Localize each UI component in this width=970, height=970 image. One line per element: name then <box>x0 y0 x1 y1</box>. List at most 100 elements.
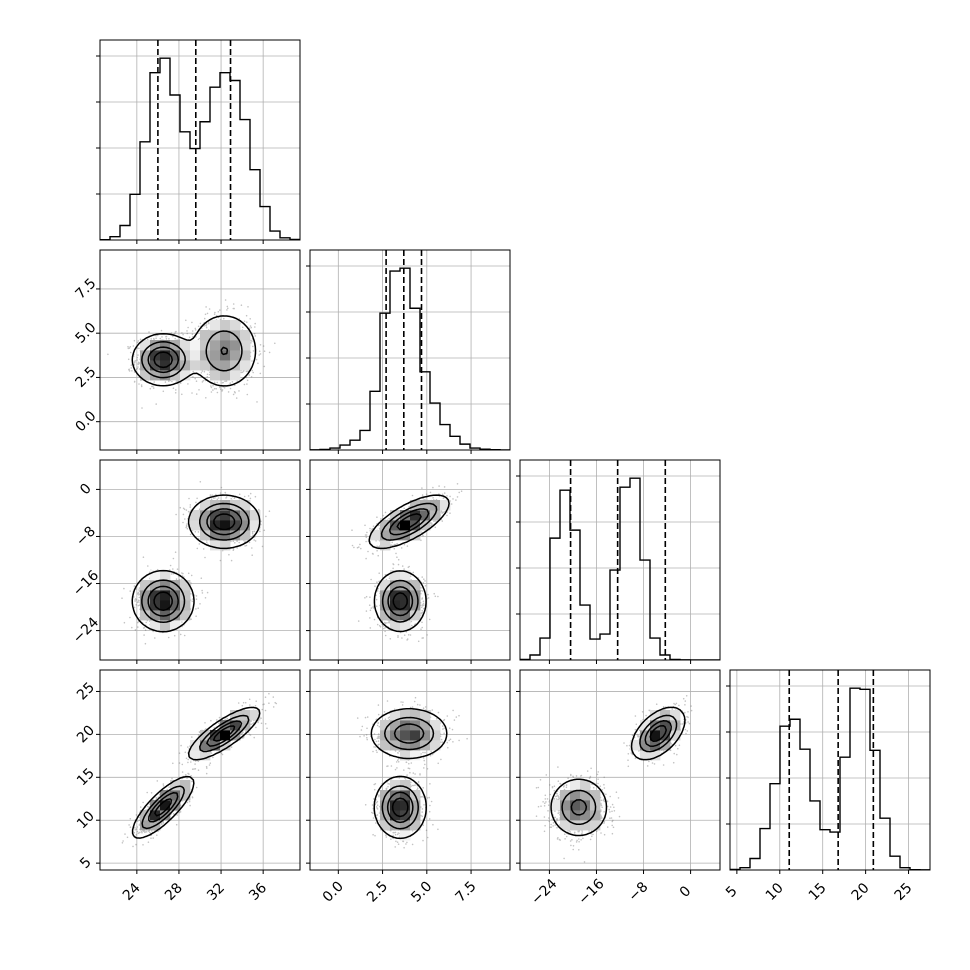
histogram-step <box>310 267 510 450</box>
contour-line <box>561 714 678 826</box>
density-bin <box>210 540 221 551</box>
density-bin <box>400 600 411 611</box>
density-bin <box>400 780 411 791</box>
x-tick-label: 10 <box>763 880 787 904</box>
density-bin <box>150 360 161 371</box>
density-bin <box>640 750 651 761</box>
density-bin <box>190 750 201 761</box>
plot-area <box>520 460 720 660</box>
density-bin <box>190 360 201 371</box>
density-bin <box>190 510 201 521</box>
density-bin <box>150 570 161 581</box>
histogram-step <box>100 57 300 240</box>
y-tick-label: −24 <box>70 614 102 646</box>
contour-line <box>550 706 686 837</box>
contour-line <box>570 720 672 816</box>
density-bin <box>230 370 241 381</box>
density-bin <box>170 350 181 361</box>
density-bin <box>160 790 171 801</box>
density-bin <box>210 340 221 351</box>
density-bin <box>220 330 231 341</box>
density-bin <box>390 800 401 811</box>
density-bin <box>670 730 681 741</box>
plot-area <box>100 250 300 450</box>
density-bin <box>590 820 601 831</box>
contour-line <box>649 725 667 743</box>
density-bin <box>390 510 401 521</box>
density-bin <box>390 710 401 721</box>
density-bin <box>570 800 581 811</box>
density-bin <box>140 360 151 371</box>
density-bin <box>590 790 601 801</box>
density-bin <box>380 530 391 541</box>
contour-line <box>370 707 448 840</box>
histogram-panel <box>96 39 301 244</box>
density-bin <box>400 810 411 821</box>
density-bin <box>200 530 211 541</box>
density-bin <box>240 530 251 541</box>
density-bin <box>400 580 411 591</box>
contour-line <box>368 494 450 633</box>
x-tick-label: 0.0 <box>320 878 347 905</box>
panel-frame <box>309 669 511 871</box>
density-bin <box>430 740 441 751</box>
density-bin <box>200 750 211 761</box>
density-bin <box>220 360 231 371</box>
density-bin <box>180 580 191 591</box>
density-bin <box>150 340 161 351</box>
density-bin <box>160 620 171 631</box>
density-bin <box>140 590 151 601</box>
density-bin <box>170 580 181 591</box>
x-tick-label: 32 <box>204 880 228 904</box>
density-bin <box>220 740 231 751</box>
x-tick-label: −24 <box>528 876 560 908</box>
density-bin <box>400 710 411 721</box>
density-bin <box>140 340 151 351</box>
panel-frame <box>309 249 511 451</box>
density-bin <box>200 510 211 521</box>
density-bin <box>400 800 411 811</box>
panel-frame <box>99 459 301 661</box>
density-bin <box>170 610 181 621</box>
density-bin <box>580 820 591 831</box>
density-bin <box>410 580 421 591</box>
density-bin <box>580 780 591 791</box>
density-bin <box>240 510 251 521</box>
density-bin <box>670 720 681 731</box>
contour-line <box>147 508 243 617</box>
density-bin <box>400 530 411 541</box>
contour-line <box>381 716 435 830</box>
density-bin <box>150 590 161 601</box>
density-bin <box>420 710 431 721</box>
density-bin <box>240 500 251 511</box>
density-bin <box>210 350 221 361</box>
histogram-panel <box>306 249 511 454</box>
density-bin <box>410 530 421 541</box>
density-bin <box>190 350 201 361</box>
density-bin <box>410 730 421 741</box>
density-bin <box>220 350 231 361</box>
density-bin <box>410 810 421 821</box>
density-bin <box>380 810 391 821</box>
density-bin <box>140 600 151 611</box>
density-bin <box>390 610 401 621</box>
density-bin <box>250 710 261 721</box>
density-bin <box>660 730 671 741</box>
contour-line <box>131 494 261 633</box>
contour-line <box>147 346 229 374</box>
density-bin <box>230 720 241 731</box>
y-tick-label: 15 <box>74 765 98 789</box>
x-tick-label: 2.5 <box>364 878 391 905</box>
contour-line <box>141 502 250 624</box>
y-tick-label: 0.0 <box>72 408 99 435</box>
y-tick-label: −16 <box>70 567 102 599</box>
density-bin <box>560 810 571 821</box>
plot-area <box>100 460 300 660</box>
density-bin <box>390 810 401 821</box>
density-bin <box>390 570 401 581</box>
contour-line <box>141 330 243 379</box>
density-bin <box>210 510 221 521</box>
histogram-step <box>520 477 720 660</box>
density-panel: 0.0 2.5 5.0 7.5 <box>306 669 511 906</box>
